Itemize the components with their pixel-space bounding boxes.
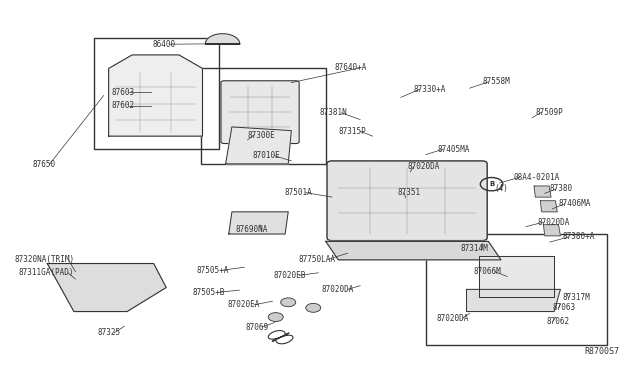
Text: 87325: 87325 [97, 328, 120, 337]
Text: 08A4-0201A: 08A4-0201A [513, 173, 560, 182]
Text: 87320NA(TRIM): 87320NA(TRIM) [14, 254, 74, 264]
Text: 87314M: 87314M [461, 244, 488, 253]
Polygon shape [47, 263, 166, 311]
Text: 87066M: 87066M [473, 267, 501, 276]
Text: 87558M: 87558M [482, 77, 510, 86]
Text: 87380: 87380 [550, 185, 573, 193]
Text: 87405MA: 87405MA [437, 145, 470, 154]
Text: 87509P: 87509P [536, 108, 563, 117]
Text: (4): (4) [495, 185, 509, 193]
Polygon shape [326, 241, 501, 260]
Bar [426, 234, 607, 345]
Text: 87311GA(PAD): 87311GA(PAD) [19, 268, 74, 277]
Text: 87062: 87062 [546, 317, 569, 326]
Text: 87750LAA: 87750LAA [298, 254, 335, 264]
Text: 87020DA: 87020DA [407, 162, 440, 171]
Text: B: B [489, 181, 494, 187]
Text: 87603: 87603 [112, 88, 135, 97]
Text: 87380+A: 87380+A [563, 232, 595, 241]
Circle shape [306, 304, 321, 312]
Polygon shape [205, 34, 240, 44]
Polygon shape [479, 256, 554, 297]
Text: 87069: 87069 [245, 323, 268, 331]
Text: 87640+A: 87640+A [334, 63, 367, 72]
Text: 87650: 87650 [33, 160, 56, 169]
Polygon shape [534, 186, 551, 197]
Bar [94, 38, 220, 149]
Text: 87315P: 87315P [339, 127, 367, 136]
Text: 87020EA: 87020EA [228, 300, 260, 310]
Polygon shape [540, 201, 557, 212]
FancyBboxPatch shape [327, 161, 487, 241]
Polygon shape [467, 289, 561, 311]
Polygon shape [226, 127, 291, 164]
Text: 87690NA: 87690NA [236, 225, 268, 234]
Text: 87020DA: 87020DA [537, 218, 570, 227]
Text: 87020EB: 87020EB [273, 271, 306, 280]
Text: 87010E: 87010E [253, 151, 281, 160]
Text: 87300E: 87300E [248, 131, 275, 140]
FancyBboxPatch shape [221, 81, 299, 144]
Text: 87602: 87602 [112, 101, 135, 110]
Polygon shape [543, 225, 561, 236]
Circle shape [268, 312, 284, 321]
Bar [200, 68, 326, 164]
Polygon shape [109, 55, 202, 136]
Text: 87381N: 87381N [320, 108, 348, 118]
Text: 87330+A: 87330+A [413, 85, 445, 94]
Text: 87406MA: 87406MA [559, 199, 591, 208]
Circle shape [281, 298, 296, 307]
Text: 87351: 87351 [397, 188, 421, 197]
Text: 87020DA: 87020DA [436, 314, 468, 323]
Polygon shape [228, 212, 288, 234]
Text: R8700S7: R8700S7 [585, 347, 620, 356]
Text: 87317M: 87317M [563, 293, 590, 302]
Text: 87505+A: 87505+A [196, 266, 228, 275]
Text: 86400: 86400 [152, 40, 175, 49]
Text: 87063: 87063 [552, 303, 575, 312]
Text: 87505+B: 87505+B [192, 288, 225, 297]
Text: 87020DA: 87020DA [321, 285, 354, 294]
Text: 87501A: 87501A [284, 188, 312, 197]
